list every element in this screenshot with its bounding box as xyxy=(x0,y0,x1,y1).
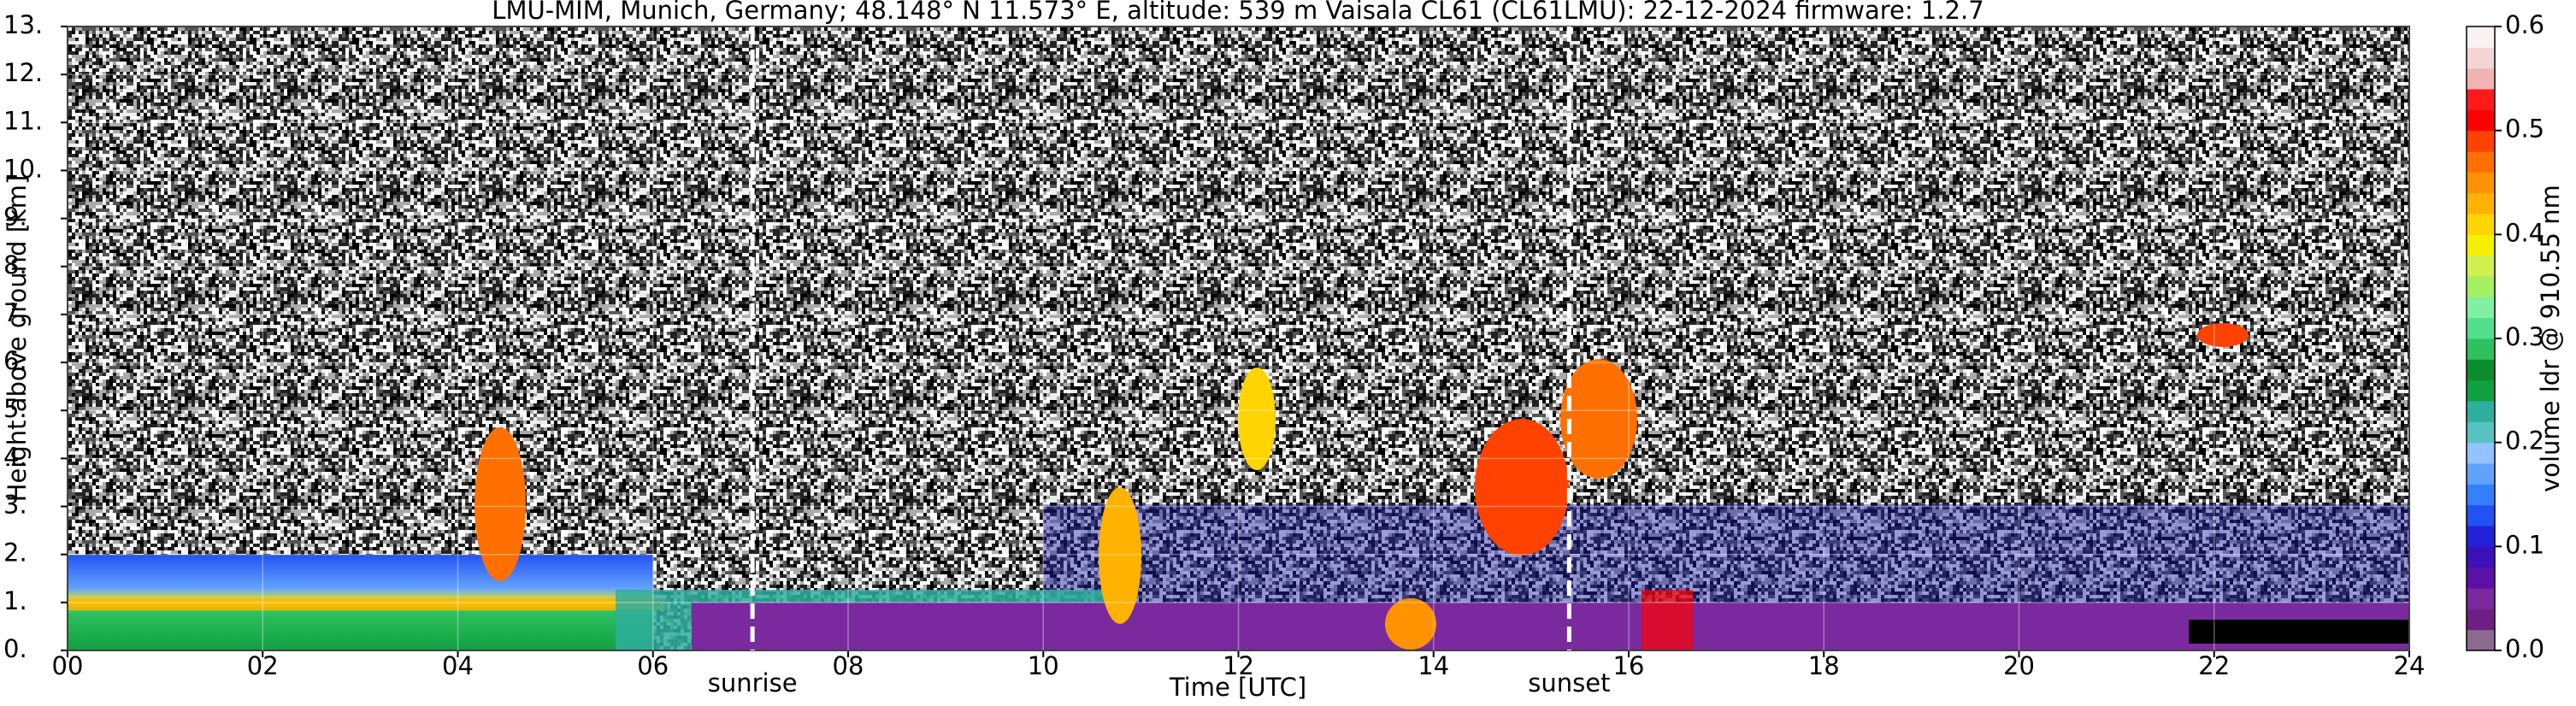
colorbar-tick-label: 0.5 xyxy=(2505,115,2544,144)
x-tick-label: 16 xyxy=(1613,651,1645,680)
colorbar-swatch xyxy=(2467,109,2495,132)
colorbar-swatch xyxy=(2467,130,2495,152)
y-axis-label: Height above ground [km] xyxy=(3,175,32,503)
colorbar-swatch xyxy=(2467,192,2495,215)
colorbar-swatch xyxy=(2467,588,2495,609)
colorbar-swatch xyxy=(2467,379,2495,402)
features xyxy=(68,323,2409,650)
cloud xyxy=(2197,323,2249,347)
x-tick-label: 06 xyxy=(637,651,669,680)
y-tick-label: 0. xyxy=(3,634,27,663)
chart-title: LMU-MIM, Munich, Germany; 48.148° N 11.5… xyxy=(492,0,1984,25)
colorbar-tick-label: 0.1 xyxy=(2505,530,2544,559)
colorbar-swatch xyxy=(2467,401,2495,422)
colorbar-swatch xyxy=(2467,463,2495,485)
y-tick-label: 9. xyxy=(3,203,27,232)
colorbar-label: volume ldr @ 910.55 nm xyxy=(2536,185,2565,492)
x-axis-label: Time [UTC] xyxy=(1169,673,1306,702)
y-tick-label: 1. xyxy=(3,586,27,615)
cloud xyxy=(1099,487,1141,624)
colorbar-swatch xyxy=(2467,484,2495,506)
colorbar-swatch xyxy=(2467,546,2495,568)
cloud xyxy=(475,427,526,581)
colorbar-swatch xyxy=(2467,359,2495,381)
colorbar-swatch xyxy=(2467,26,2495,48)
x-tick-label: 02 xyxy=(247,651,279,680)
colorbar-swatch xyxy=(2467,526,2495,547)
x-tick-label: 00 xyxy=(52,651,84,680)
colorbar-swatch xyxy=(2467,317,2495,339)
y-tick-label: 4. xyxy=(3,442,27,471)
colorbar-swatch xyxy=(2467,338,2495,360)
x-tick-label: 18 xyxy=(1808,651,1840,680)
colorbar-swatch xyxy=(2467,567,2495,589)
colorbar-swatch xyxy=(2467,255,2495,277)
ground-layer xyxy=(692,603,2409,650)
x-tick-label: 12 xyxy=(1223,651,1254,680)
x-tick-label: 08 xyxy=(833,651,864,680)
annotation-label: sunset xyxy=(1528,668,1610,697)
colorbar-swatch xyxy=(2467,214,2495,235)
annotation-label: sunrise xyxy=(708,668,798,697)
colorbar-tick-label: 0.3 xyxy=(2505,322,2544,351)
colorbar-swatch xyxy=(2467,629,2495,651)
y-tick-label: 8. xyxy=(3,250,27,279)
x-tick-label: 22 xyxy=(2198,651,2230,680)
y-tick-label: 5. xyxy=(3,394,27,423)
x-tick-label: 04 xyxy=(442,651,474,680)
colorbar-swatch xyxy=(2467,297,2495,319)
colorbar-swatch xyxy=(2467,442,2495,464)
x-tick-label: 24 xyxy=(2394,651,2426,680)
colorbar-swatch xyxy=(2467,421,2495,444)
background-noise xyxy=(68,26,2409,650)
colorbar-swatch xyxy=(2467,234,2495,256)
colorbar-swatch xyxy=(2467,47,2495,69)
colorbar-swatch xyxy=(2467,504,2495,527)
colorbar-swatch xyxy=(2467,68,2495,90)
colorbar-tick-label: 0.4 xyxy=(2505,218,2544,247)
colorbar-swatch xyxy=(2467,151,2495,173)
colorbar-tick-label: 0.2 xyxy=(2505,427,2544,456)
y-tick-label: 13. xyxy=(3,10,43,39)
cloud xyxy=(1238,368,1276,470)
y-tick-label: 3. xyxy=(3,491,27,520)
cloud xyxy=(1385,598,1436,650)
colorbar-swatch xyxy=(2467,172,2495,194)
colorbar-swatch xyxy=(2467,276,2495,297)
haze xyxy=(1043,504,2409,615)
colorbar-tick-label: 0.0 xyxy=(2505,634,2544,663)
cloud xyxy=(1560,359,1637,479)
dark-patch xyxy=(2189,620,2409,644)
y-tick-label: 11. xyxy=(3,106,43,135)
x-tick-label: 14 xyxy=(1418,651,1449,680)
colorbar-swatch xyxy=(2467,89,2495,110)
colorbar-tick-label: 0.6 xyxy=(2505,10,2544,39)
y-tick-label: 2. xyxy=(3,538,27,568)
colorbar-swatch xyxy=(2467,609,2495,631)
y-tick-label: 12. xyxy=(3,58,43,87)
y-tick-label: 6. xyxy=(3,346,27,375)
cloud xyxy=(1475,419,1569,556)
low-layer-line xyxy=(68,598,666,610)
cloud xyxy=(1642,590,1693,650)
y-tick-label: 7. xyxy=(3,298,27,327)
y-tick-label: 10. xyxy=(3,154,43,183)
x-tick-label: 10 xyxy=(1028,651,1059,680)
x-tick-label: 20 xyxy=(2003,651,2035,680)
